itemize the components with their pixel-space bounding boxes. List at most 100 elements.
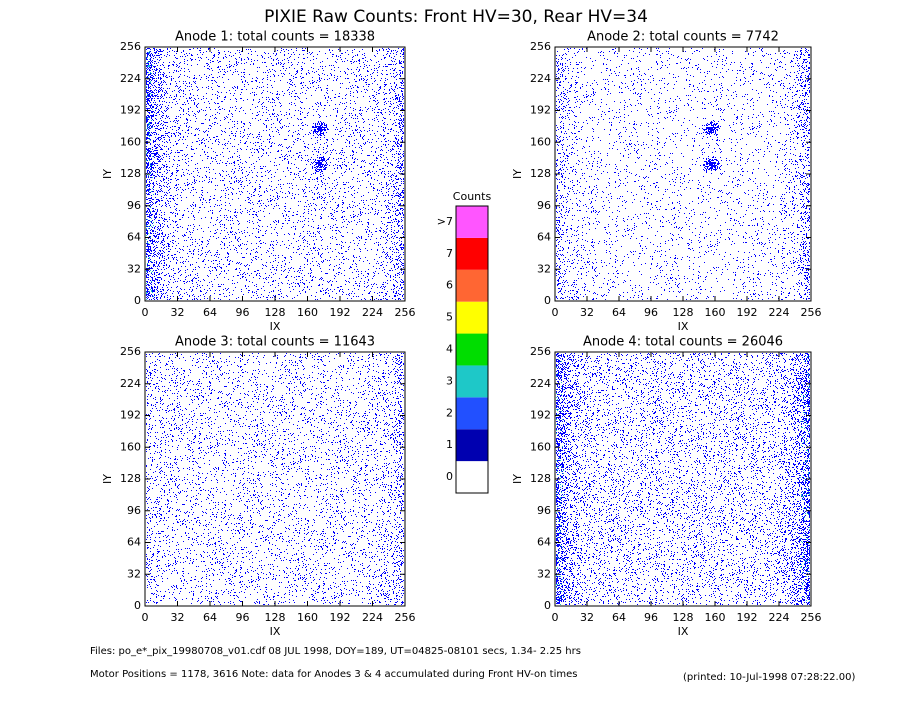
x-tick-label: 128 [673, 611, 694, 624]
colorbar-frame [455, 205, 489, 494]
y-tick-label: 0 [544, 599, 551, 612]
colorbar-tick-label: 3 [446, 374, 453, 387]
x-tick-label: 192 [330, 306, 351, 319]
footer-printed: (printed: 10-Jul-1998 07:28:22.00) [683, 672, 855, 683]
panel-title: Anode 4: total counts = 26046 [583, 335, 783, 350]
x-axis-label: IX [270, 625, 281, 638]
x-tick-label: 224 [362, 306, 383, 319]
x-tick-label: 224 [769, 611, 790, 624]
x-tick-label: 160 [705, 306, 726, 319]
y-tick-label: 96 [127, 504, 141, 517]
y-tick-label: 128 [530, 472, 551, 485]
colorbar-tick-label: 6 [446, 279, 453, 292]
x-axis-label: IX [678, 320, 689, 333]
y-tick-label: 32 [127, 567, 141, 580]
panel-title: Anode 3: total counts = 11643 [175, 335, 375, 350]
colorbar-tick-label: 2 [446, 406, 453, 419]
x-tick-label: 32 [580, 306, 594, 319]
x-tick-label: 256 [801, 306, 822, 319]
count-texture [146, 48, 404, 300]
colorbar-tick-label: 1 [446, 438, 453, 451]
page-title: PIXIE Raw Counts: Front HV=30, Rear HV=3… [264, 7, 648, 27]
colorbar-swatch [456, 365, 488, 398]
x-tick-label: 128 [265, 306, 286, 319]
colorbar-tick-label: >7 [437, 215, 453, 228]
x-axis-label: IX [678, 625, 689, 638]
x-tick-label: 192 [737, 306, 758, 319]
y-tick-label: 192 [120, 409, 141, 422]
colorbar-swatch [456, 461, 488, 493]
panel-title: Anode 2: total counts = 7742 [587, 30, 779, 45]
x-tick-label: 96 [644, 306, 658, 319]
colorbar-tick-label: 7 [446, 247, 453, 260]
y-tick-label: 96 [127, 199, 141, 212]
y-tick-label: 160 [120, 135, 141, 148]
colorbar-swatch [456, 206, 488, 238]
y-tick-label: 32 [537, 567, 551, 580]
y-tick-label: 192 [530, 104, 551, 117]
x-tick-label: 32 [171, 306, 185, 319]
colorbar-swatch [456, 429, 488, 462]
x-tick-label: 160 [297, 611, 318, 624]
y-tick-label: 256 [530, 40, 551, 53]
y-tick-label: 256 [120, 345, 141, 358]
count-texture [556, 48, 810, 300]
x-tick-label: 192 [330, 611, 351, 624]
panel-title: Anode 1: total counts = 18338 [175, 30, 375, 45]
y-tick-label: 256 [120, 40, 141, 53]
x-tick-label: 64 [612, 306, 626, 319]
y-tick-label: 192 [120, 104, 141, 117]
x-tick-label: 32 [580, 611, 594, 624]
y-tick-label: 32 [127, 262, 141, 275]
x-tick-label: 96 [236, 306, 250, 319]
y-tick-label: 64 [127, 536, 141, 549]
x-tick-label: 224 [769, 306, 790, 319]
y-tick-label: 0 [134, 599, 141, 612]
x-tick-label: 0 [142, 611, 149, 624]
y-axis-label: IY [101, 169, 114, 179]
x-tick-label: 0 [142, 306, 149, 319]
y-tick-label: 224 [530, 72, 551, 85]
x-tick-label: 96 [644, 611, 658, 624]
x-tick-label: 160 [297, 306, 318, 319]
y-tick-label: 256 [530, 345, 551, 358]
y-tick-label: 96 [537, 504, 551, 517]
x-tick-label: 256 [801, 611, 822, 624]
y-tick-label: 96 [537, 199, 551, 212]
colorbar-tick-label: 0 [446, 470, 453, 483]
y-tick-label: 32 [537, 262, 551, 275]
y-tick-label: 224 [120, 72, 141, 85]
x-tick-label: 224 [362, 611, 383, 624]
y-tick-label: 192 [530, 409, 551, 422]
y-tick-label: 160 [530, 440, 551, 453]
x-tick-label: 256 [395, 306, 416, 319]
x-tick-label: 0 [552, 306, 559, 319]
colorbar-tick-label: 4 [446, 343, 453, 356]
colorbar-tick-label: 5 [446, 311, 453, 324]
colorbar-title: Counts [453, 190, 492, 203]
x-tick-label: 0 [552, 611, 559, 624]
y-tick-label: 0 [544, 294, 551, 307]
y-axis-label: IY [511, 169, 524, 179]
x-tick-label: 64 [203, 306, 217, 319]
x-tick-label: 256 [395, 611, 416, 624]
y-tick-label: 64 [127, 231, 141, 244]
colorbar-swatch [456, 301, 488, 334]
x-axis-label: IX [270, 320, 281, 333]
plot-frame [554, 46, 812, 302]
footer-motor: Motor Positions = 1178, 3616 Note: data … [90, 669, 577, 680]
y-tick-label: 224 [530, 377, 551, 390]
y-tick-label: 128 [530, 167, 551, 180]
y-axis-label: IY [511, 474, 524, 484]
y-tick-label: 128 [120, 167, 141, 180]
x-tick-label: 32 [171, 611, 185, 624]
y-tick-label: 64 [537, 231, 551, 244]
y-tick-label: 128 [120, 472, 141, 485]
x-tick-label: 160 [705, 611, 726, 624]
x-tick-label: 192 [737, 611, 758, 624]
y-tick-label: 160 [120, 440, 141, 453]
count-texture [556, 353, 810, 605]
colorbar-swatch [456, 237, 488, 270]
x-tick-label: 64 [612, 611, 626, 624]
